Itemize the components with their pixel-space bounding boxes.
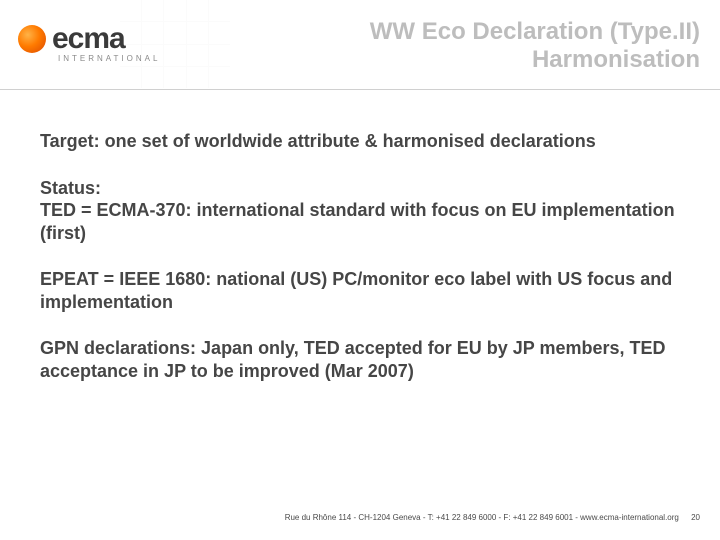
slide-header: ecma INTERNATIONAL WW Eco Declaration (T…: [0, 0, 720, 90]
paragraph-gpn: GPN declarations: Japan only, TED accept…: [40, 337, 680, 382]
slide-body: Target: one set of worldwide attribute &…: [0, 90, 720, 382]
title-line-2: Harmonisation: [370, 46, 700, 74]
footer-text: Rue du Rhône 114 - CH-1204 Geneva - T: +…: [285, 513, 679, 522]
slide-footer: Rue du Rhône 114 - CH-1204 Geneva - T: +…: [285, 513, 700, 522]
paragraph-target: Target: one set of worldwide attribute &…: [40, 130, 680, 153]
logo-subtitle: INTERNATIONAL: [58, 54, 160, 63]
slide-title: WW Eco Declaration (Type.II) Harmonisati…: [370, 18, 700, 73]
logo-disc-icon: [18, 25, 46, 53]
logo-brand-text: ecma: [52, 22, 125, 56]
page-number: 20: [691, 513, 700, 522]
title-line-1: WW Eco Declaration (Type.II): [370, 18, 700, 46]
ecma-logo: ecma INTERNATIONAL: [18, 22, 160, 63]
paragraph-epeat: EPEAT = IEEE 1680: national (US) PC/moni…: [40, 268, 680, 313]
paragraph-status: Status: TED = ECMA-370: international st…: [40, 177, 680, 245]
